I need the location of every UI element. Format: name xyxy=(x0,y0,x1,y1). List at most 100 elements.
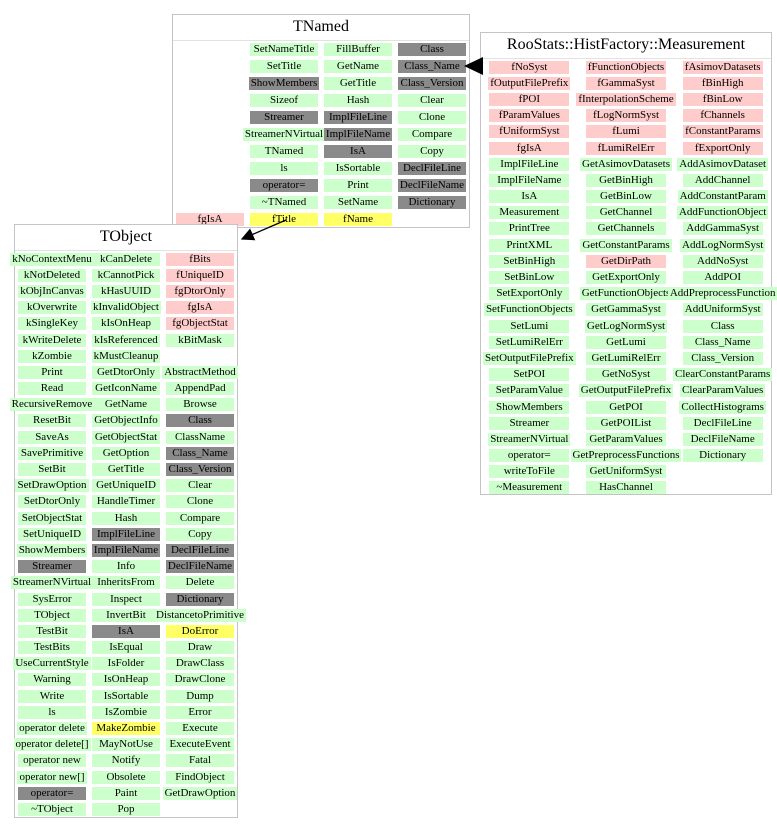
member-cell[interactable]: GetBinLow xyxy=(586,190,666,204)
member-cell[interactable]: Copy xyxy=(166,527,234,541)
member-cell[interactable]: TestBit xyxy=(18,624,86,638)
member-cell[interactable]: StreamerNVirtual xyxy=(488,432,571,446)
member-cell[interactable]: ImplFileLine xyxy=(92,527,160,541)
member-cell[interactable]: InheritsFrom xyxy=(92,576,160,590)
member-cell[interactable]: Class_Name xyxy=(166,446,234,460)
member-cell[interactable]: GetConstantParams xyxy=(580,238,672,252)
member-cell[interactable]: fChannels xyxy=(682,109,763,123)
member-cell[interactable]: fInterpolationScheme xyxy=(576,92,676,106)
member-cell[interactable]: fGammaSyst xyxy=(586,76,666,90)
member-cell[interactable]: Error xyxy=(166,705,234,719)
member-cell[interactable]: IsEqual xyxy=(92,641,160,655)
member-cell[interactable]: GetAsimovDatasets xyxy=(580,157,672,171)
member-cell[interactable]: DeclFileName xyxy=(682,432,763,446)
member-cell[interactable]: SetTitle xyxy=(250,60,318,73)
member-cell[interactable]: GetDirPath xyxy=(586,254,666,268)
member-cell[interactable]: operator new xyxy=(18,754,86,768)
member-cell[interactable]: ~Measurement xyxy=(489,481,570,495)
member-cell[interactable]: FillBuffer xyxy=(324,43,392,56)
member-cell[interactable]: GetGammaSyst xyxy=(586,303,666,317)
member-cell[interactable]: fBinHigh xyxy=(682,76,763,90)
member-cell[interactable]: AddUniformSyst xyxy=(682,303,763,317)
member-cell[interactable]: Execute xyxy=(166,722,234,736)
member-cell[interactable]: kIsOnHeap xyxy=(92,317,160,331)
member-cell[interactable]: GetPOI xyxy=(586,400,666,414)
member-cell[interactable]: SetNameTitle xyxy=(250,43,318,56)
member-cell[interactable]: AddLogNormSyst xyxy=(680,238,766,252)
member-cell[interactable]: GetName xyxy=(324,60,392,73)
member-cell[interactable]: fExportOnly xyxy=(682,141,763,155)
member-cell[interactable]: fgIsA xyxy=(166,301,234,315)
member-cell[interactable]: ImplFileName xyxy=(323,128,393,141)
member-cell[interactable]: IsZombie xyxy=(92,705,160,719)
member-cell[interactable]: Streamer xyxy=(250,111,318,124)
member-cell[interactable]: SysError xyxy=(18,592,86,606)
member-cell[interactable]: kOverwrite xyxy=(18,301,86,315)
member-cell[interactable]: GetParamValues xyxy=(586,432,666,446)
member-cell[interactable]: ClassName xyxy=(166,430,234,444)
member-cell[interactable]: fNoSyst xyxy=(489,60,570,74)
member-cell[interactable]: SavePrimitive xyxy=(18,446,86,460)
member-cell[interactable]: ShowMembers xyxy=(248,77,320,90)
member-cell[interactable]: fUniqueID xyxy=(166,268,234,282)
member-cell[interactable]: Print xyxy=(18,365,86,379)
member-cell[interactable]: ~TObject xyxy=(18,802,86,816)
member-cell[interactable]: GetExportOnly xyxy=(586,271,666,285)
member-cell[interactable]: GetDrawOption xyxy=(162,786,238,800)
member-cell[interactable]: fTitle xyxy=(250,213,318,226)
member-cell[interactable]: fPOI xyxy=(489,92,570,106)
member-cell[interactable]: SetLumi xyxy=(489,319,570,333)
member-cell[interactable]: writeToFile xyxy=(489,465,570,479)
member-cell[interactable]: ResetBit xyxy=(18,414,86,428)
member-cell[interactable]: Read xyxy=(18,382,86,396)
member-cell[interactable]: Inspect xyxy=(92,592,160,606)
member-cell[interactable]: GetFunctionObjects xyxy=(579,287,673,301)
member-cell[interactable]: GetPOIList xyxy=(586,416,666,430)
member-cell[interactable]: GetObjectStat xyxy=(92,430,160,444)
member-cell[interactable]: ls xyxy=(18,705,86,719)
member-cell[interactable]: ShowMembers xyxy=(16,543,88,557)
member-cell[interactable]: Class xyxy=(166,414,234,428)
member-cell[interactable]: Write xyxy=(18,689,86,703)
member-cell[interactable]: fLumi xyxy=(586,125,666,139)
member-cell[interactable]: GetName xyxy=(92,398,160,412)
member-cell[interactable]: fName xyxy=(324,213,392,226)
member-cell[interactable]: kInvalidObject xyxy=(91,301,161,315)
member-cell[interactable]: GetPreprocessFunctions xyxy=(570,449,682,463)
member-cell[interactable]: Streamer xyxy=(18,560,86,574)
member-cell[interactable]: Clone xyxy=(398,111,466,124)
member-cell[interactable]: fLogNormSyst xyxy=(586,109,666,123)
member-cell[interactable]: fAsimovDatasets xyxy=(682,60,763,74)
member-cell[interactable]: fgIsA xyxy=(489,141,570,155)
member-cell[interactable]: Compare xyxy=(398,128,466,141)
member-cell[interactable]: GetChannel xyxy=(586,206,666,220)
member-cell[interactable]: fParamValues xyxy=(489,109,570,123)
member-cell[interactable]: fBinLow xyxy=(682,92,763,106)
member-cell[interactable]: kNotDeleted xyxy=(18,268,86,282)
member-cell[interactable]: GetTitle xyxy=(324,77,392,90)
member-cell[interactable]: kCanDelete xyxy=(92,252,160,266)
member-cell[interactable]: operator= xyxy=(18,786,86,800)
member-cell[interactable]: IsA xyxy=(489,190,570,204)
member-cell[interactable]: GetObjectInfo xyxy=(92,414,160,428)
member-cell[interactable]: GetTitle xyxy=(92,463,160,477)
member-cell[interactable]: SetBit xyxy=(18,463,86,477)
member-cell[interactable]: SetExportOnly xyxy=(489,287,570,301)
member-cell[interactable]: kIsReferenced xyxy=(92,333,160,347)
member-cell[interactable]: Measurement xyxy=(489,206,570,220)
member-cell[interactable]: ImplFileLine xyxy=(489,157,570,171)
member-cell[interactable]: RecursiveRemove xyxy=(9,398,95,412)
member-cell[interactable]: GetChannels xyxy=(586,222,666,236)
member-cell[interactable]: Draw xyxy=(166,641,234,655)
member-cell[interactable]: StreamerNVirtual xyxy=(10,576,94,590)
member-cell[interactable]: Notify xyxy=(92,754,160,768)
member-cell[interactable]: DeclFileName xyxy=(165,560,235,574)
member-cell[interactable]: Print xyxy=(324,179,392,192)
member-cell[interactable]: SetDrawOption xyxy=(15,479,89,493)
member-cell[interactable]: Class_Version xyxy=(398,77,466,90)
member-cell[interactable]: SetObjectStat xyxy=(18,511,86,525)
member-cell[interactable]: ls xyxy=(250,162,318,175)
member-cell[interactable]: GetUniqueID xyxy=(92,479,160,493)
member-cell[interactable]: kSingleKey xyxy=(18,317,86,331)
member-cell[interactable]: SetPOI xyxy=(489,368,570,382)
